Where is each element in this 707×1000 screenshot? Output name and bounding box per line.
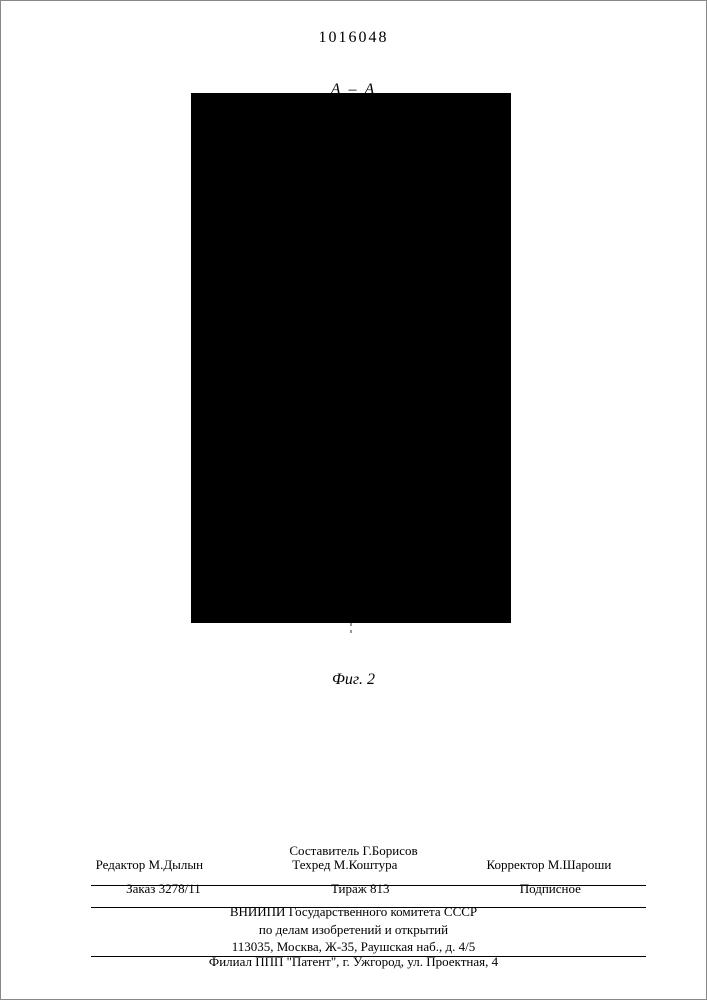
figure-caption: Фиг. 2 bbox=[1, 671, 706, 689]
vniipi-line2: по делам изобретений и открытий bbox=[259, 922, 448, 937]
figure-2 bbox=[191, 93, 511, 653]
subscription: Подписное bbox=[520, 881, 581, 897]
vniipi-block: ВНИИПИ Государственного комитета СССР по… bbox=[1, 903, 706, 956]
tech-editor: Техред М.Коштура bbox=[292, 857, 397, 873]
circulation: Тираж 813 bbox=[331, 881, 390, 897]
page: 1016048 А – А 1 Фиг. 2 Составитель Г.Бор… bbox=[0, 0, 707, 1000]
corrector: Корректор М.Шароши bbox=[487, 857, 612, 873]
figure-svg bbox=[191, 93, 511, 653]
filial-line: Филиал ППП "Патент", г. Ужгород, ул. Про… bbox=[1, 953, 706, 971]
vniipi-line1: ВНИИПИ Государственного комитета СССР bbox=[230, 904, 477, 919]
editors-row: Редактор М.Дылын Техред М.Коштура Коррек… bbox=[1, 857, 706, 873]
patent-number: 1016048 bbox=[1, 29, 706, 47]
order-row: Заказ 3278/11 Тираж 813 Подписное bbox=[1, 881, 706, 897]
vniipi-line3: 113035, Москва, Ж-35, Раушская наб., д. … bbox=[232, 939, 475, 954]
order-number: Заказ 3278/11 bbox=[126, 881, 201, 897]
editor: Редактор М.Дылын bbox=[96, 857, 204, 873]
ref-label-1: 1 bbox=[453, 131, 461, 149]
